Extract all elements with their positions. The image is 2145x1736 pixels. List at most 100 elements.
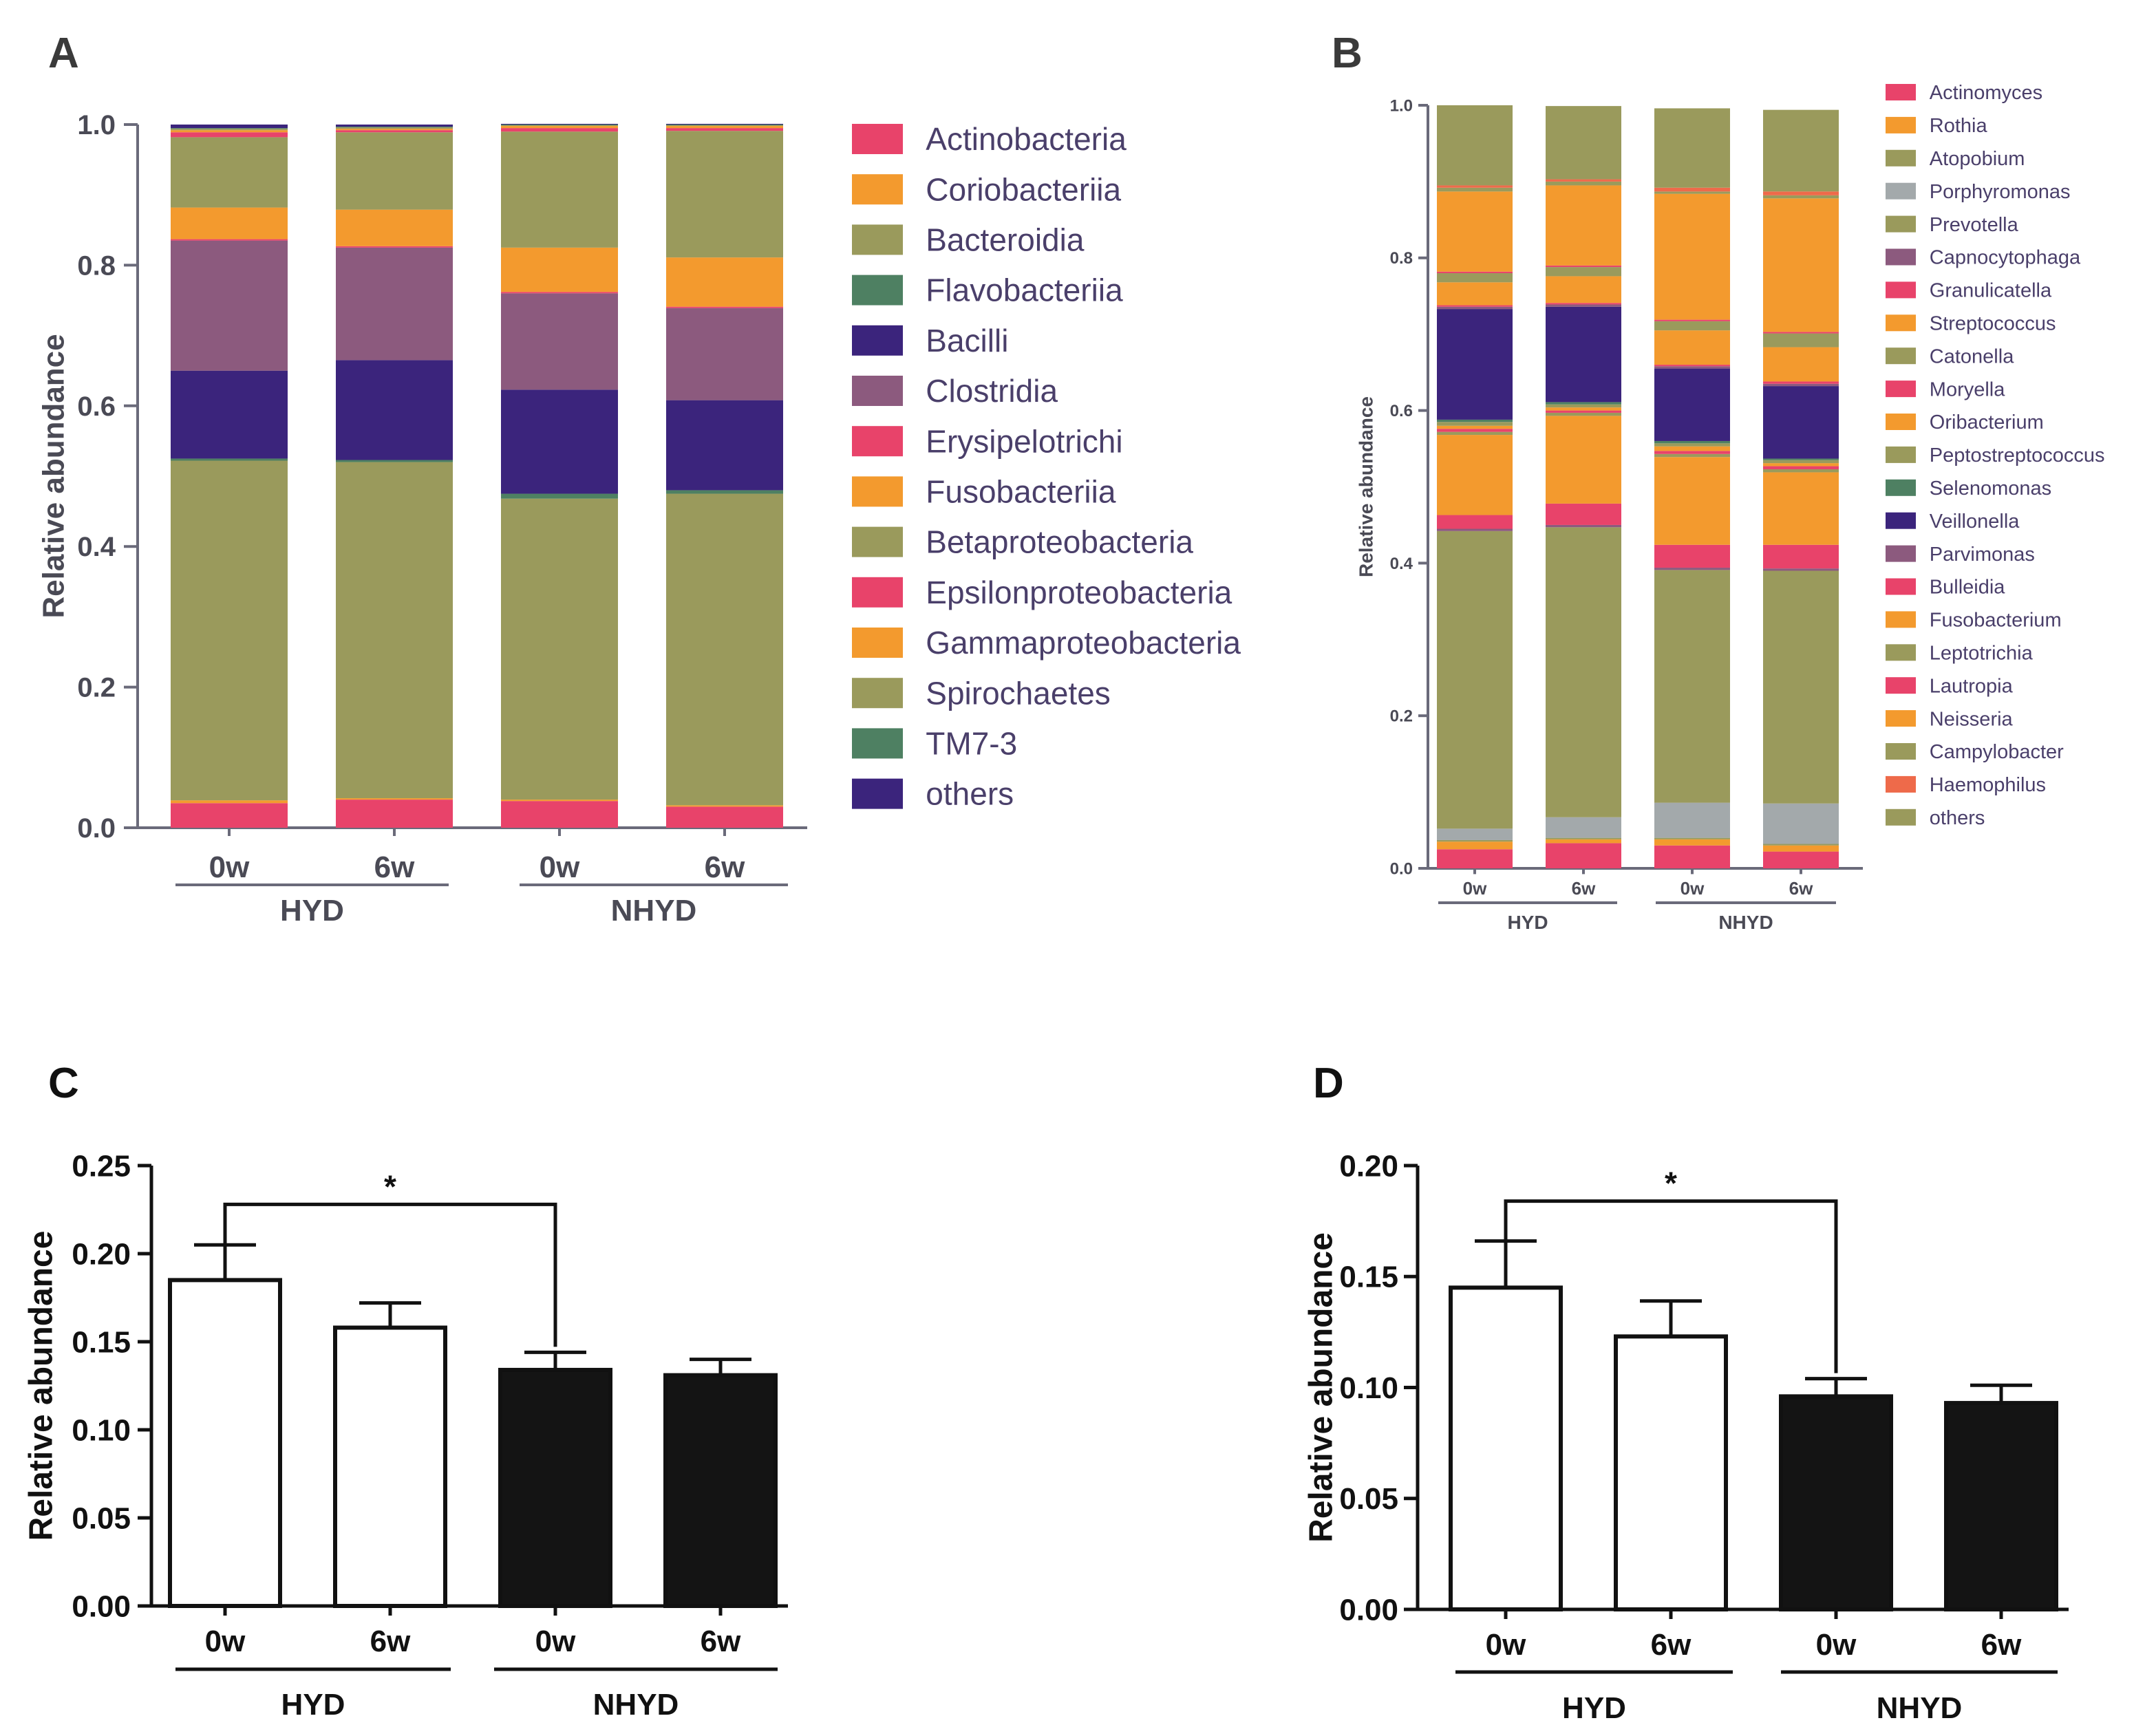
- legend-label: Bacilli: [926, 323, 1008, 358]
- y-axis-label: Relative abundance: [1356, 396, 1377, 577]
- bar: [663, 1373, 778, 1608]
- x-tick-label: 0w: [1486, 1628, 1526, 1662]
- y-tick-label: 0.6: [77, 392, 116, 422]
- group-label: HYD: [281, 1688, 345, 1722]
- y-tick-label: 0.20: [72, 1237, 131, 1271]
- legend-swatch: [852, 678, 903, 709]
- legend-label: Moryella: [1930, 378, 2005, 400]
- legend-label: Epsilonproteobacteria: [926, 575, 1232, 610]
- legend-swatch: [1886, 84, 1916, 100]
- legend-label: Fusobacterium: [1930, 610, 2062, 632]
- bar-segment-haemophilus: [1763, 191, 1839, 195]
- x-tick-label: 6w: [1789, 878, 1813, 899]
- bar-segment-erysipelotrichi: [171, 239, 288, 241]
- y-tick-label: 0.6: [1390, 402, 1413, 420]
- bar-segment-streptococcus: [1654, 457, 1730, 545]
- bar-segment-coriobacteriia: [666, 805, 783, 807]
- legend-swatch: [1886, 578, 1916, 595]
- bar-segment-atopobium: [1763, 844, 1839, 846]
- bar-segment-capnocytophaga: [1546, 524, 1621, 528]
- bar-segment-capnocytophaga: [1654, 568, 1730, 570]
- bar-segment-fusobacterium: [1654, 330, 1730, 365]
- bar-segment-actinobacteria: [336, 800, 453, 828]
- bar-segment-bulleidia: [1654, 365, 1730, 367]
- significance-bracket: [1504, 1199, 1838, 1373]
- legend-label: Actinobacteria: [926, 121, 1127, 157]
- bar-segment-others: [1546, 106, 1621, 180]
- bar-segment-betaproteobacteria: [171, 137, 288, 208]
- bar-segment-bacteroidia: [336, 462, 453, 799]
- x-tick-label: 6w: [1572, 878, 1596, 899]
- bar-segment-bacteroidia: [666, 493, 783, 806]
- legend-label: Gammaproteobacteria: [926, 625, 1241, 661]
- bar-segment-selenomonas: [1437, 419, 1513, 422]
- bar-segment-prevotella: [1437, 531, 1513, 829]
- bar-segment-bacilli: [666, 400, 783, 491]
- bar-segment-haemophilus: [1546, 179, 1621, 182]
- bar-segment-campylobacter: [1546, 181, 1621, 186]
- bar-segment-parvimonas: [1546, 304, 1621, 307]
- bar-segment-fusobacterium: [1763, 347, 1839, 382]
- legend-swatch: [1886, 116, 1916, 133]
- bar-segment-prevotella: [1546, 527, 1621, 817]
- bar-segment-flavobacteriia: [501, 493, 618, 499]
- legend-label: Coriobacteriia: [926, 171, 1121, 207]
- legend-label: Peptostreptococcus: [1930, 444, 2105, 467]
- legend-label: Capnocytophaga: [1930, 247, 2081, 269]
- bar-segment-lautropia: [1546, 265, 1621, 268]
- bar-segment-others: [1654, 108, 1730, 188]
- bar-segment-veillonella: [1546, 306, 1621, 403]
- bar-segment-oribacterium: [1763, 463, 1839, 467]
- y-tick-label: 0.15: [72, 1325, 131, 1359]
- bar-segment-granulicatella: [1763, 544, 1839, 569]
- bar-segment-peptostreptococcus: [1437, 422, 1513, 426]
- bar-segment-granulicatella: [1437, 515, 1513, 529]
- significance-bracket: [223, 1202, 557, 1347]
- bar: [498, 1367, 612, 1608]
- legend-label: others: [926, 776, 1014, 812]
- bar-segment-parvimonas: [1654, 366, 1730, 369]
- legend-swatch: [1886, 644, 1916, 661]
- x-tick-label: 6w: [370, 1625, 411, 1658]
- panel-a-letter: A: [48, 30, 79, 77]
- bar-segment-peptostreptococcus: [1654, 443, 1730, 447]
- bar-segment-fusobacterium: [1437, 282, 1513, 306]
- bar-segment-capnocytophaga: [1437, 528, 1513, 531]
- y-tick-label: 0.0: [77, 813, 116, 844]
- bar-segment-prevotella: [1763, 570, 1839, 804]
- y-tick-label: 0.10: [72, 1413, 131, 1447]
- y-tick-label: 0.00: [1339, 1593, 1398, 1627]
- bar-segment-betaproteobacteria: [666, 131, 783, 258]
- bar-segment-bacteroidia: [171, 460, 288, 801]
- legend-swatch: [1886, 512, 1916, 529]
- bar-segment-erysipelotrichi: [666, 306, 783, 308]
- bar-segment-streptococcus: [1763, 472, 1839, 545]
- bar-segment-actinomyces: [1763, 851, 1839, 868]
- legend-swatch: [852, 778, 903, 809]
- legend-swatch: [1886, 215, 1916, 233]
- bar-segment-epsilonproteobacteria: [171, 132, 288, 138]
- legend-swatch: [1886, 743, 1916, 760]
- bar-segment-rothia: [1654, 839, 1730, 846]
- legend-swatch: [852, 124, 903, 154]
- y-axis-label: Relative abundance: [1303, 1232, 1340, 1543]
- legend-swatch: [1886, 281, 1916, 299]
- legend-swatch: [1886, 710, 1916, 727]
- panel-d-letter: D: [1313, 1060, 1344, 1107]
- y-tick-label: 0.15: [1339, 1261, 1398, 1294]
- bar-segment-gammaproteobacteria: [501, 126, 618, 129]
- legend-label: Granulicatella: [1930, 280, 2052, 302]
- bar-segment-atopobium: [1654, 837, 1730, 839]
- bar-segment-selenomonas: [1763, 458, 1839, 460]
- bar-segment-leptotrichia: [1654, 321, 1730, 331]
- group-label: NHYD: [611, 894, 697, 928]
- legend-swatch: [852, 174, 903, 205]
- legend-swatch: [1886, 808, 1916, 826]
- bar-segment-bulleidia: [1546, 303, 1621, 305]
- bar-segment-fusobacteriia: [666, 257, 783, 307]
- bar-segment-campylobacter: [1437, 187, 1513, 192]
- bar-segment-bacilli: [171, 370, 288, 459]
- legend-label: others: [1930, 807, 1985, 829]
- y-axis-label: Relative abundance: [37, 334, 71, 618]
